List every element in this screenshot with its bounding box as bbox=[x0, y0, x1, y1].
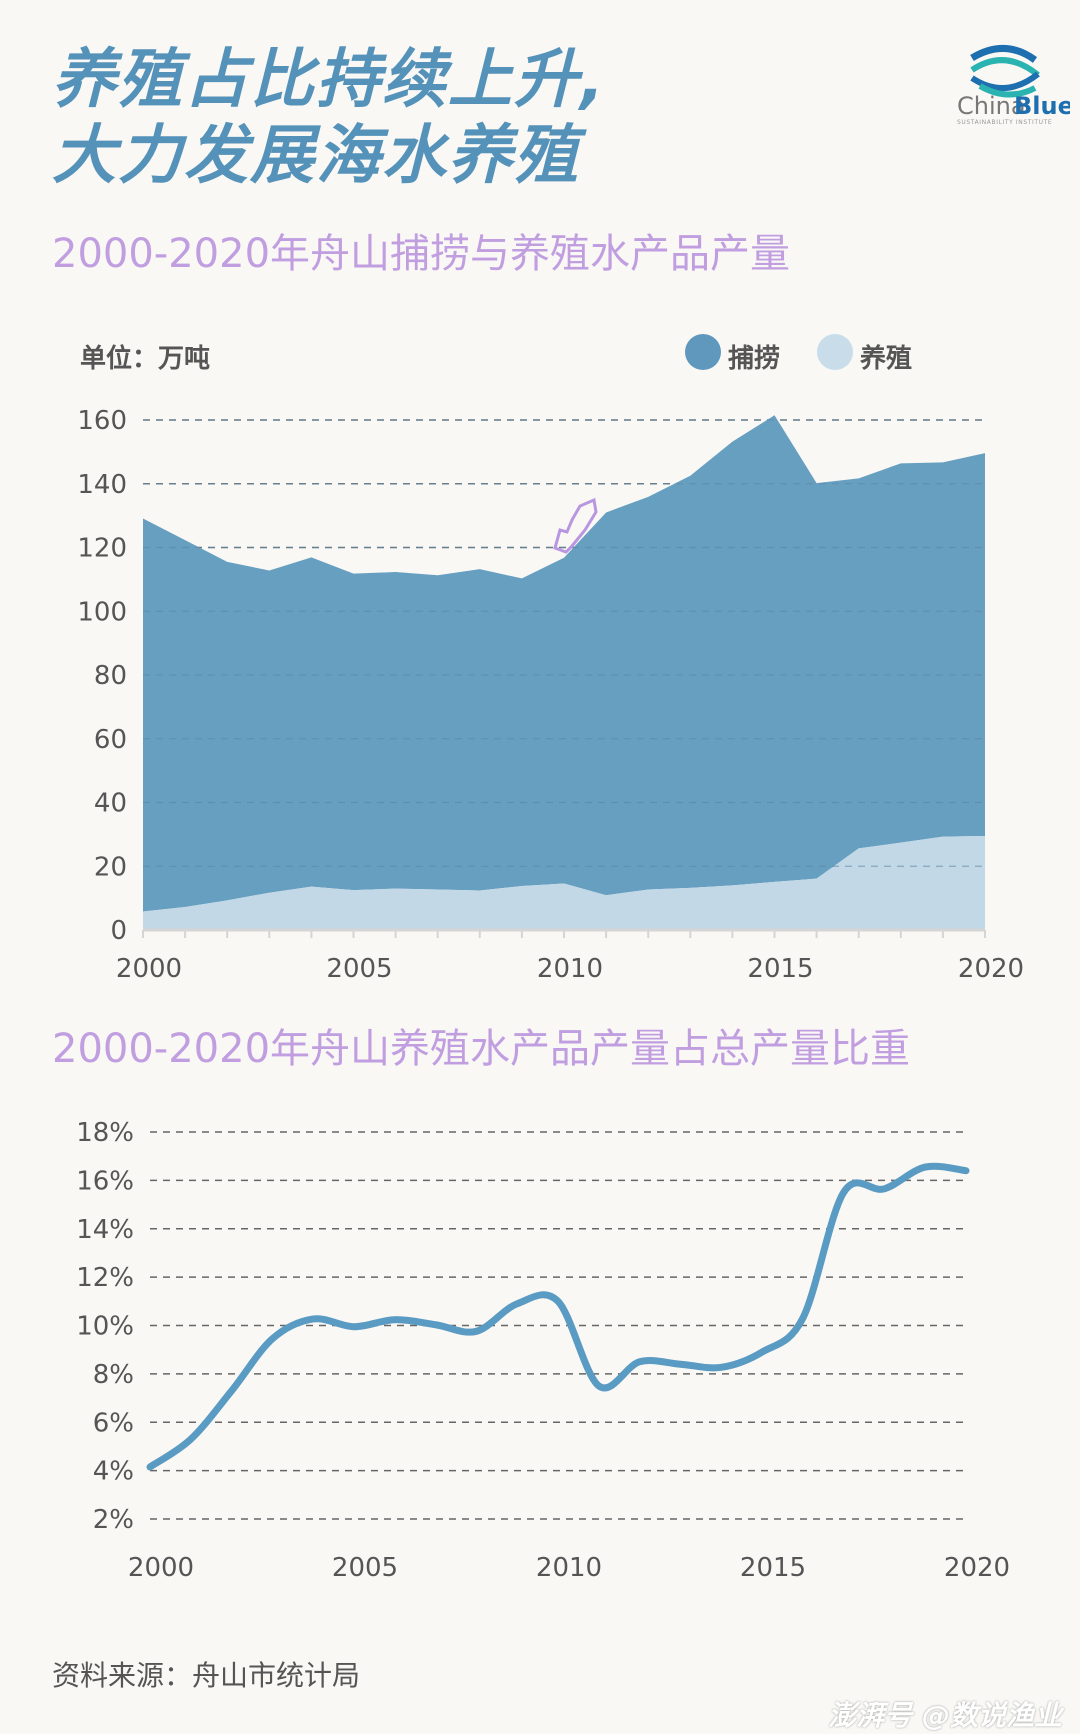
aquaculture-area bbox=[143, 835, 985, 930]
y-tick-label: 120 bbox=[77, 534, 127, 564]
unit-label: 单位：万吨 bbox=[80, 344, 211, 374]
x-tick-label: 2015 bbox=[747, 954, 813, 984]
y-tick-label: 16% bbox=[76, 1166, 134, 1196]
legend-capture-swatch bbox=[685, 334, 721, 370]
x-tick-label: 2000 bbox=[116, 954, 182, 984]
ship-icon bbox=[553, 497, 598, 554]
x-tick-label: 2020 bbox=[958, 954, 1024, 984]
legend-aquaculture-label: 养殖 bbox=[860, 344, 913, 374]
y-tick-label: 8% bbox=[93, 1360, 134, 1390]
y-tick-label: 10% bbox=[76, 1312, 134, 1342]
x-tick-label: 2005 bbox=[332, 1553, 398, 1583]
x-tick-label: 2000 bbox=[128, 1553, 194, 1583]
chart1-title: 2000-2020年舟山捕捞与养殖水产品产量 bbox=[52, 231, 791, 277]
y-tick-label: 18% bbox=[76, 1118, 134, 1148]
share-line bbox=[146, 1162, 970, 1471]
y-tick-label: 20 bbox=[94, 852, 127, 882]
capture-area bbox=[143, 415, 985, 912]
y-tick-label: 100 bbox=[77, 597, 127, 627]
area-chart: 0 20 40 60 80 100 120 140 160 2000 2005 2010 2015 202… bbox=[77, 406, 1024, 984]
logo-blue: Blue bbox=[1014, 92, 1070, 120]
y-tick-label: 12% bbox=[76, 1263, 134, 1293]
x-tick-label: 2010 bbox=[536, 1553, 602, 1583]
chinablue-logo: China Blue SUSTAINABILITY INSTITUTE bbox=[950, 40, 1074, 130]
legend-aquaculture-swatch bbox=[817, 334, 853, 370]
chart2-title: 2000-2020年舟山养殖水产品产量占总产量比重 bbox=[52, 1026, 911, 1072]
watermark: 澎湃号 @数说渔业 bbox=[828, 1699, 1062, 1732]
source-note: 资料来源：舟山市统计局 bbox=[52, 1659, 361, 1692]
x-tick-label: 2005 bbox=[326, 954, 392, 984]
y-tick-label: 14% bbox=[76, 1215, 134, 1245]
y-tick-label: 0 bbox=[110, 916, 127, 946]
main-title-line2: 大力发展海水养殖 bbox=[52, 119, 580, 193]
logo-tagline: SUSTAINABILITY INSTITUTE bbox=[957, 119, 1052, 126]
y-tick-label: 60 bbox=[94, 725, 127, 755]
y-tick-label: 40 bbox=[94, 789, 127, 819]
main-title-line1: 养殖占比持续上升, bbox=[52, 43, 607, 117]
y-tick-label: 80 bbox=[94, 661, 127, 691]
legend-capture-label: 捕捞 bbox=[728, 344, 781, 374]
line-chart: 2% 4% 6% 8% 10% 12% 14% 16% 18% 2000 2005 2010 2015 2… bbox=[76, 1118, 1010, 1583]
y-tick-label: 140 bbox=[77, 470, 127, 500]
x-tick-label: 2010 bbox=[537, 954, 603, 984]
y-tick-label: 6% bbox=[93, 1408, 134, 1438]
fish-logo-icon: China Blue SUSTAINABILITY INSTITUTE bbox=[957, 45, 1074, 126]
logo-china: China bbox=[957, 92, 1026, 120]
y-tick-label: 4% bbox=[93, 1457, 134, 1487]
y-tick-label: 160 bbox=[77, 406, 127, 436]
y-tick-label: 2% bbox=[93, 1505, 134, 1535]
x-tick-label: 2015 bbox=[740, 1553, 806, 1583]
x-tick-label: 2020 bbox=[944, 1553, 1010, 1583]
